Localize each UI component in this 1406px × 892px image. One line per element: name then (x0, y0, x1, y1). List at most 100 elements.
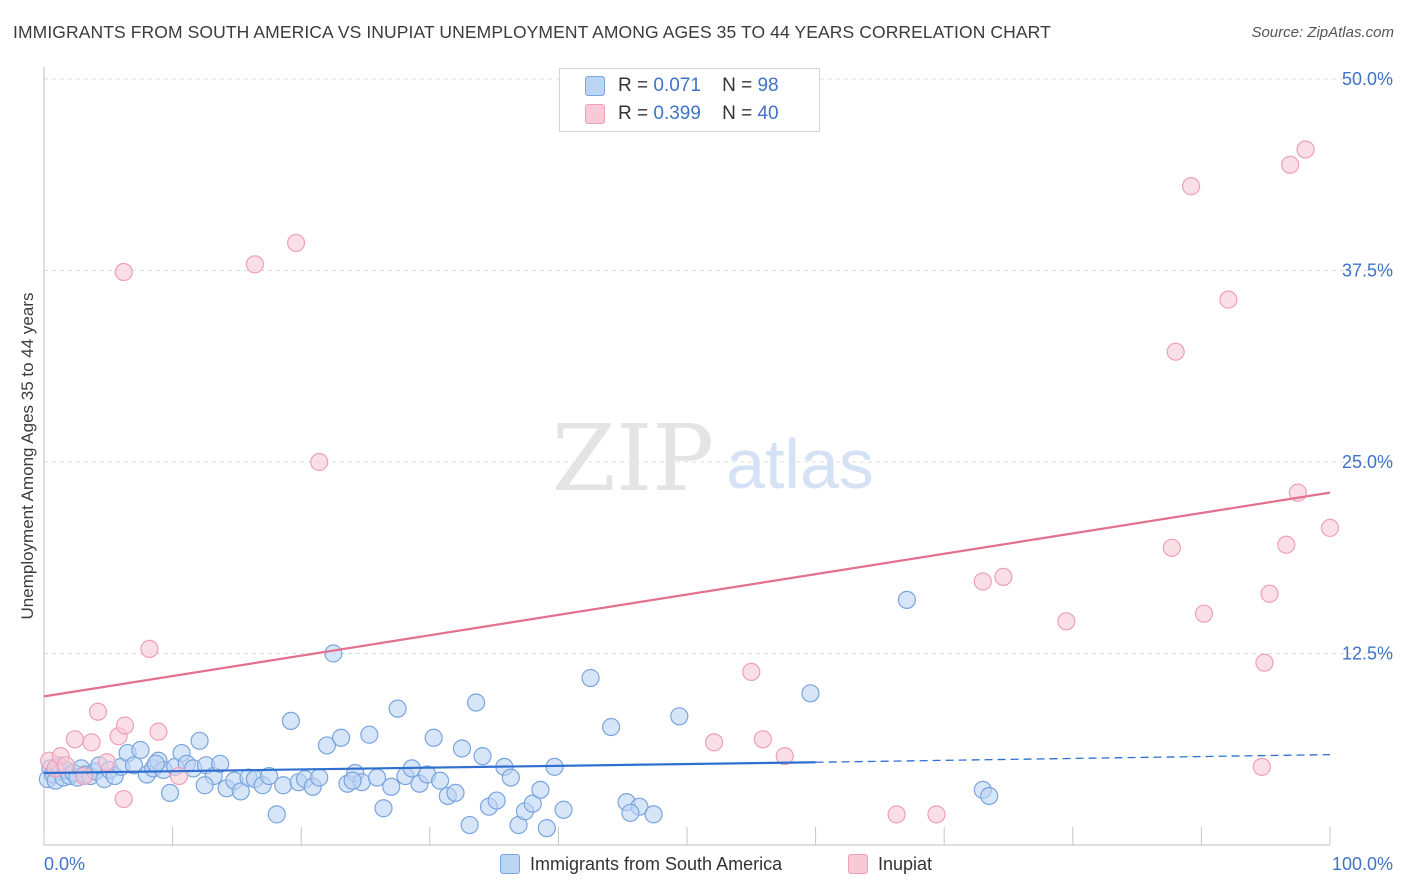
data-point-immigrants (211, 754, 230, 773)
y-tick-label: 12.5% (1342, 644, 1393, 664)
watermark-zip: ZIP (552, 405, 714, 512)
data-point-inupiat (1255, 653, 1274, 672)
data-point-immigrants (801, 684, 820, 703)
data-point-immigrants (131, 740, 150, 760)
data-point-immigrants (331, 728, 351, 747)
data-point-immigrants (360, 725, 379, 744)
legend-item-immigrants: Immigrants from South America (500, 851, 782, 877)
data-point-inupiat (775, 747, 794, 766)
data-point-inupiat (704, 733, 724, 752)
data-point-immigrants (424, 728, 443, 747)
data-point-inupiat (994, 567, 1013, 587)
trend-line-immigrants (43, 761, 816, 775)
data-point-inupiat (1252, 757, 1271, 776)
data-point-immigrants (259, 766, 279, 786)
data-point-immigrants (446, 783, 465, 803)
data-point-immigrants (124, 756, 144, 775)
legend-swatch-blue (500, 854, 520, 874)
data-point-inupiat (82, 733, 101, 752)
stats-swatch-blue (585, 76, 605, 96)
data-point-inupiat (74, 766, 93, 786)
data-point-immigrants (897, 590, 917, 609)
data-point-inupiat (742, 662, 761, 681)
data-point-inupiat (97, 753, 117, 772)
data-point-immigrants (281, 711, 301, 731)
data-point-immigrants (160, 783, 180, 803)
n-value: 40 (757, 103, 779, 124)
data-point-inupiat (114, 262, 133, 282)
r-value: 0.399 (653, 103, 701, 124)
stats-swatch-pink (585, 104, 605, 124)
data-point-immigrants (388, 699, 407, 718)
data-point-inupiat (56, 756, 75, 775)
data-point-inupiat (887, 805, 906, 824)
x-tick-label: 100.0% (1332, 854, 1393, 874)
data-point-inupiat (1162, 538, 1181, 557)
data-point-immigrants (310, 768, 329, 787)
stats-row-inupiat: R = 0.399 N = 40 (585, 101, 779, 127)
x-tick-label: 0.0% (44, 854, 85, 874)
data-point-immigrants (670, 707, 689, 726)
data-point-inupiat (1277, 535, 1296, 554)
data-point-immigrants (537, 819, 556, 838)
data-point-immigrants (324, 644, 343, 663)
data-point-immigrants (231, 782, 250, 801)
data-point-immigrants (190, 731, 209, 750)
data-point-immigrants (146, 754, 165, 773)
data-point-immigrants (531, 780, 550, 799)
data-point-inupiat (115, 716, 135, 735)
data-point-inupiat (1296, 140, 1315, 159)
data-point-inupiat (149, 722, 168, 741)
data-point-immigrants (602, 717, 621, 737)
data-point-immigrants (501, 768, 520, 787)
data-point-inupiat (310, 452, 329, 472)
data-point-inupiat (65, 730, 84, 749)
r-value: 0.071 (653, 75, 701, 96)
data-point-inupiat (1166, 342, 1185, 361)
data-point-immigrants (487, 791, 506, 810)
data-point-inupiat (973, 572, 992, 591)
data-point-inupiat (1182, 177, 1201, 196)
data-point-inupiat (1260, 584, 1279, 603)
data-point-immigrants (452, 739, 472, 758)
data-point-immigrants (317, 736, 337, 755)
data-point-inupiat (927, 805, 946, 824)
data-point-inupiat (1281, 155, 1300, 174)
stats-legend: R = 0.071 N = 98 R = 0.399 N = 40 (559, 68, 820, 132)
data-point-immigrants (621, 803, 640, 822)
data-point-inupiat (1219, 290, 1238, 309)
y-tick-label: 25.0% (1342, 452, 1393, 472)
data-point-inupiat (114, 789, 133, 809)
r-label: R = (618, 103, 649, 124)
data-point-immigrants (473, 747, 492, 766)
data-point-inupiat (286, 233, 306, 253)
legend-label-immigrants: Immigrants from South America (530, 853, 783, 874)
n-value: 98 (757, 75, 779, 96)
data-point-immigrants (460, 815, 479, 835)
data-point-immigrants (523, 794, 542, 813)
data-point-inupiat (1194, 604, 1214, 623)
trend-line-inupiat (43, 491, 1331, 698)
data-point-immigrants (980, 786, 999, 806)
data-point-immigrants (274, 776, 293, 795)
data-point-immigrants (267, 805, 286, 824)
data-point-immigrants (195, 776, 214, 795)
data-point-immigrants (430, 771, 450, 790)
data-point-immigrants (554, 800, 573, 819)
data-point-inupiat (753, 730, 772, 749)
data-point-immigrants (374, 799, 393, 818)
chart-title: IMMIGRANTS FROM SOUTH AMERICA VS INUPIAT… (13, 22, 1051, 42)
data-point-inupiat (1320, 518, 1340, 537)
legend-item-inupiat: Inupiat (848, 851, 932, 877)
legend-swatch-pink (848, 854, 868, 874)
source-label: Source: ZipAtlas.com (1251, 24, 1394, 41)
n-label: N = (722, 75, 753, 96)
legend-label-inupiat: Inupiat (878, 853, 933, 874)
trend-line-immigrants-extrapolated (815, 753, 1331, 763)
r-label: R = (618, 75, 649, 96)
data-point-inupiat (245, 255, 265, 274)
stats-row-immigrants: R = 0.071 N = 98 (585, 73, 779, 99)
y-tick-label: 37.5% (1342, 261, 1393, 281)
y-tick-label: 50.0% (1342, 69, 1393, 89)
